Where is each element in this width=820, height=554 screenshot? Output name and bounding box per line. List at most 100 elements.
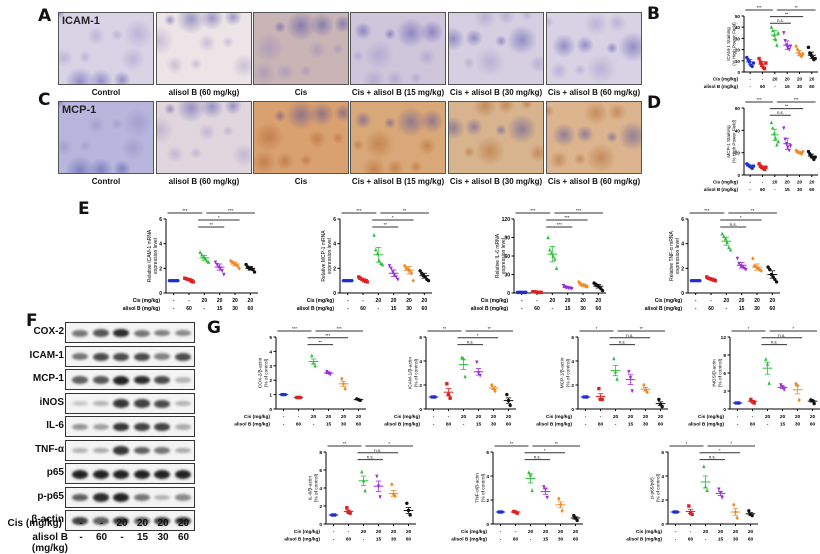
svg-text:1: 1 (269, 393, 272, 399)
svg-text:-: - (433, 415, 435, 420)
svg-text:20: 20 (491, 414, 497, 420)
svg-text:60: 60 (296, 422, 302, 428)
svg-text:20: 20 (376, 298, 382, 304)
svg-text:6: 6 (419, 335, 422, 341)
svg-text:4: 4 (681, 242, 684, 248)
svg-text:-: - (690, 530, 692, 535)
svg-text:alisol B (mg/kg): alisol B (mg/kg) (234, 422, 270, 428)
protein-label: MCP-1 (32, 373, 64, 384)
svg-text:***: *** (564, 215, 570, 220)
svg-text:30: 30 (406, 306, 412, 312)
svg-text:ICAM-1/β-actin: ICAM-1/β-actin (408, 357, 414, 389)
micrograph-a-5 (448, 12, 544, 85)
svg-text:n.s.: n.s. (771, 340, 778, 345)
svg-text:30: 30 (504, 273, 510, 279)
svg-text:15: 15 (780, 422, 786, 428)
blot-row (65, 392, 195, 414)
svg-text:alisol B (mg/kg): alisol B (mg/kg) (704, 187, 739, 192)
protein-label: TNF-α (35, 443, 64, 455)
svg-text:n.s.: n.s. (777, 18, 784, 23)
svg-text:Relative MCP-1 mRNA: Relative MCP-1 mRNA (321, 230, 327, 282)
svg-text:60: 60 (735, 106, 741, 111)
svg-text:(% of control): (% of control) (263, 358, 269, 387)
svg-text:20: 20 (376, 529, 382, 535)
protein-label: p65 (46, 467, 64, 478)
micrograph-caption: Cis + alisol B (60 mg/kg) (547, 88, 641, 97)
svg-text:20: 20 (356, 414, 362, 420)
svg-text:alisol B (mg/kg): alisol B (mg/kg) (645, 306, 683, 312)
svg-text:4: 4 (419, 359, 422, 365)
svg-text:-: - (767, 423, 769, 428)
svg-text:4: 4 (159, 242, 162, 248)
svg-text:20: 20 (754, 298, 760, 304)
svg-text:Cis (mg/kg): Cis (mg/kg) (713, 77, 738, 82)
svg-text:15: 15 (476, 422, 482, 428)
svg-text:30: 30 (735, 36, 741, 41)
svg-text:20: 20 (765, 414, 771, 420)
micrograph-a-4 (350, 12, 446, 85)
micrograph-caption: Cis + alisol B (30 mg/kg) (449, 177, 543, 186)
chart-mcp1-mrna: 0 2 4 6 Relative MCP-1 mRNA expression level *… (297, 208, 432, 312)
svg-text:Relative IL-6 mRNA: Relative IL-6 mRNA (495, 233, 501, 278)
svg-text:60: 60 (596, 306, 602, 312)
svg-text:40: 40 (735, 128, 741, 133)
svg-text:(% High Power Field): (% High Power Field) (732, 22, 737, 66)
svg-text:20: 20 (718, 529, 724, 535)
svg-text:-: - (774, 84, 776, 89)
svg-text:15: 15 (785, 84, 791, 89)
svg-text:20: 20 (422, 298, 428, 304)
svg-text:60: 60 (688, 537, 694, 543)
svg-text:-: - (762, 180, 764, 185)
svg-text:-: - (530, 538, 532, 543)
svg-text:-: - (762, 77, 764, 82)
svg-text:expression level: expression level (501, 238, 507, 274)
svg-text:20: 20 (596, 298, 602, 304)
blot-row (65, 416, 195, 437)
svg-text:*: * (477, 333, 479, 338)
cis-dose: 20 (177, 518, 190, 529)
svg-text:n.s.: n.s. (619, 340, 626, 345)
svg-text:6: 6 (723, 371, 726, 377)
svg-text:0: 0 (159, 291, 162, 297)
micrograph-c-4 (350, 101, 446, 174)
svg-text:4: 4 (333, 242, 336, 248)
svg-text:**: ** (555, 441, 559, 446)
svg-text:60: 60 (506, 422, 512, 428)
svg-text:*: * (596, 326, 598, 331)
svg-text:20: 20 (528, 529, 534, 535)
svg-text:-: - (363, 538, 365, 543)
svg-text:60: 60 (346, 537, 352, 543)
svg-text:Cis (mg/kg): Cis (mg/kg) (133, 298, 161, 304)
alisol-dose: 15 (136, 532, 149, 543)
svg-text:20: 20 (341, 414, 347, 420)
svg-text:alisol B (mg/kg): alisol B (mg/kg) (284, 537, 320, 543)
panel-label-c: C (38, 90, 51, 110)
svg-text:30: 30 (797, 84, 803, 89)
cis-dose-label: Cis (mg/kg) (7, 518, 62, 529)
micrograph-c-5 (448, 101, 544, 174)
svg-text:COX-2/β-actin: COX-2/β-actin (258, 357, 264, 388)
svg-text:alisol B (mg/kg): alisol B (mg/kg) (297, 306, 335, 312)
svg-text:(% High Power Field): (% High Power Field) (732, 119, 737, 163)
svg-text:20: 20 (543, 529, 549, 535)
svg-text:-: - (500, 530, 502, 535)
micrograph-caption: Cis (294, 177, 308, 186)
svg-text:15: 15 (391, 306, 397, 312)
svg-text:6: 6 (661, 450, 664, 456)
svg-text:12: 12 (721, 335, 727, 341)
blot-row (65, 345, 195, 367)
svg-text:60: 60 (356, 422, 362, 428)
svg-text:**: ** (488, 326, 492, 331)
svg-text:2: 2 (486, 498, 489, 504)
svg-text:-: - (347, 298, 349, 304)
svg-text:2: 2 (333, 266, 336, 272)
cis-dose: 20 (116, 518, 128, 529)
svg-text:0: 0 (737, 173, 740, 178)
svg-text:n.s.: n.s. (467, 340, 474, 345)
chart-mcp1-staining: 0 20 40 60 MCP-1 Staining (% High Power Field… (704, 97, 818, 192)
svg-text:Cis (mg/kg): Cis (mg/kg) (655, 298, 683, 304)
svg-text:15: 15 (739, 306, 745, 312)
svg-text:***: *** (757, 97, 762, 102)
protein-label: IL-6 (46, 420, 64, 431)
